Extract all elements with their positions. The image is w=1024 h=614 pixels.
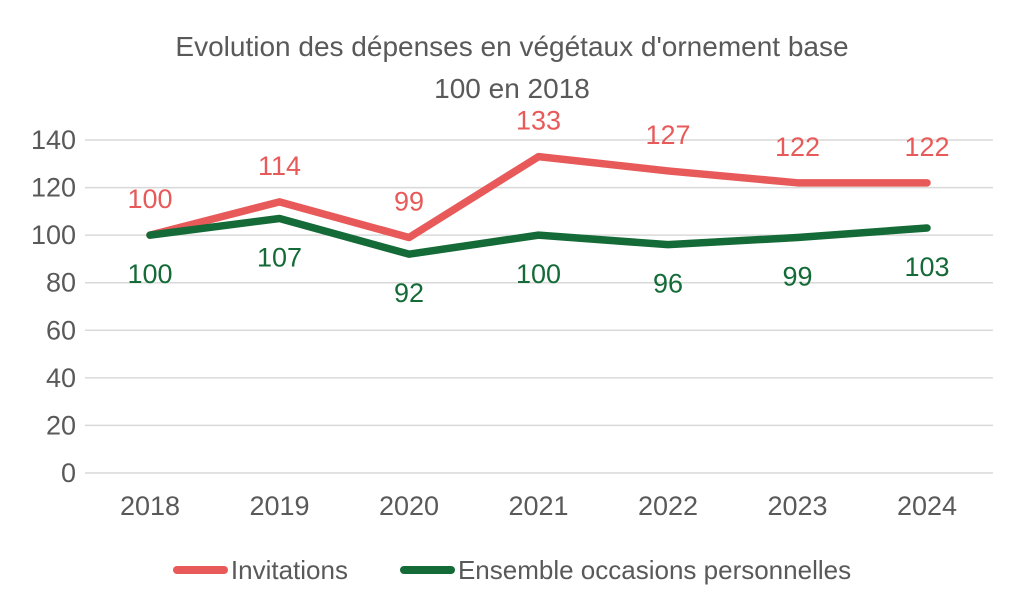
- data-label: 92: [394, 278, 424, 308]
- data-label: 122: [775, 132, 820, 162]
- x-axis-tick-labels: 2018 2019 2020 2021 2022 2023 2024: [120, 491, 957, 521]
- y-tick-label: 140: [31, 125, 76, 155]
- y-tick-label: 120: [31, 173, 76, 203]
- data-label: 127: [645, 120, 690, 150]
- y-tick-label: 40: [46, 363, 76, 393]
- series-labels-1: 100 107 92 100 96 99 103: [127, 242, 949, 308]
- legend-item-ensemble[interactable]: Ensemble occasions personnelles: [399, 554, 852, 586]
- data-label: 107: [257, 242, 302, 272]
- data-label: 100: [127, 259, 172, 289]
- data-label: 122: [904, 132, 949, 162]
- x-tick-label: 2020: [379, 491, 439, 521]
- legend-label-ensemble: Ensemble occasions personnelles: [457, 555, 852, 585]
- series-labels-0: 100 114 99 133 127 122 122: [127, 106, 949, 217]
- data-label: 103: [904, 252, 949, 282]
- x-tick-label: 2023: [767, 491, 827, 521]
- data-label: 100: [516, 259, 561, 289]
- legend-item-invitations[interactable]: Invitations: [172, 554, 348, 586]
- y-tick-label: 80: [46, 268, 76, 298]
- x-tick-label: 2018: [120, 491, 180, 521]
- x-tick-label: 2021: [508, 491, 568, 521]
- data-label: 99: [394, 187, 424, 217]
- chart-title-line2: 100 en 2018: [434, 73, 590, 104]
- y-tick-label: 100: [31, 220, 76, 250]
- gridlines: [85, 139, 993, 474]
- data-label: 99: [782, 262, 812, 292]
- x-tick-label: 2022: [638, 491, 698, 521]
- series-line-0: [146, 152, 931, 242]
- x-tick-label: 2019: [249, 491, 309, 521]
- legend-swatch-ensemble: [399, 566, 455, 574]
- series-line-1: [146, 214, 931, 258]
- y-tick-label: 60: [46, 315, 76, 345]
- data-label: 114: [258, 151, 301, 181]
- data-label: 133: [516, 106, 561, 136]
- x-tick-label: 2024: [897, 491, 957, 521]
- legend-swatch-invitations: [172, 566, 228, 574]
- data-label: 96: [653, 269, 683, 299]
- y-axis-tick-labels: 0 20 40 60 80 100 120 140: [31, 125, 76, 488]
- data-label: 100: [127, 184, 172, 214]
- chart-title-line1: Evolution des dépenses en végétaux d'orn…: [175, 31, 849, 62]
- legend-label-invitations: Invitations: [230, 555, 348, 585]
- chart-legend: Invitations Ensemble occasions personnel…: [0, 554, 1024, 586]
- y-tick-label: 0: [61, 458, 76, 488]
- y-tick-label: 20: [46, 410, 76, 440]
- chart-title: Evolution des dépenses en végétaux d'orn…: [0, 26, 1024, 110]
